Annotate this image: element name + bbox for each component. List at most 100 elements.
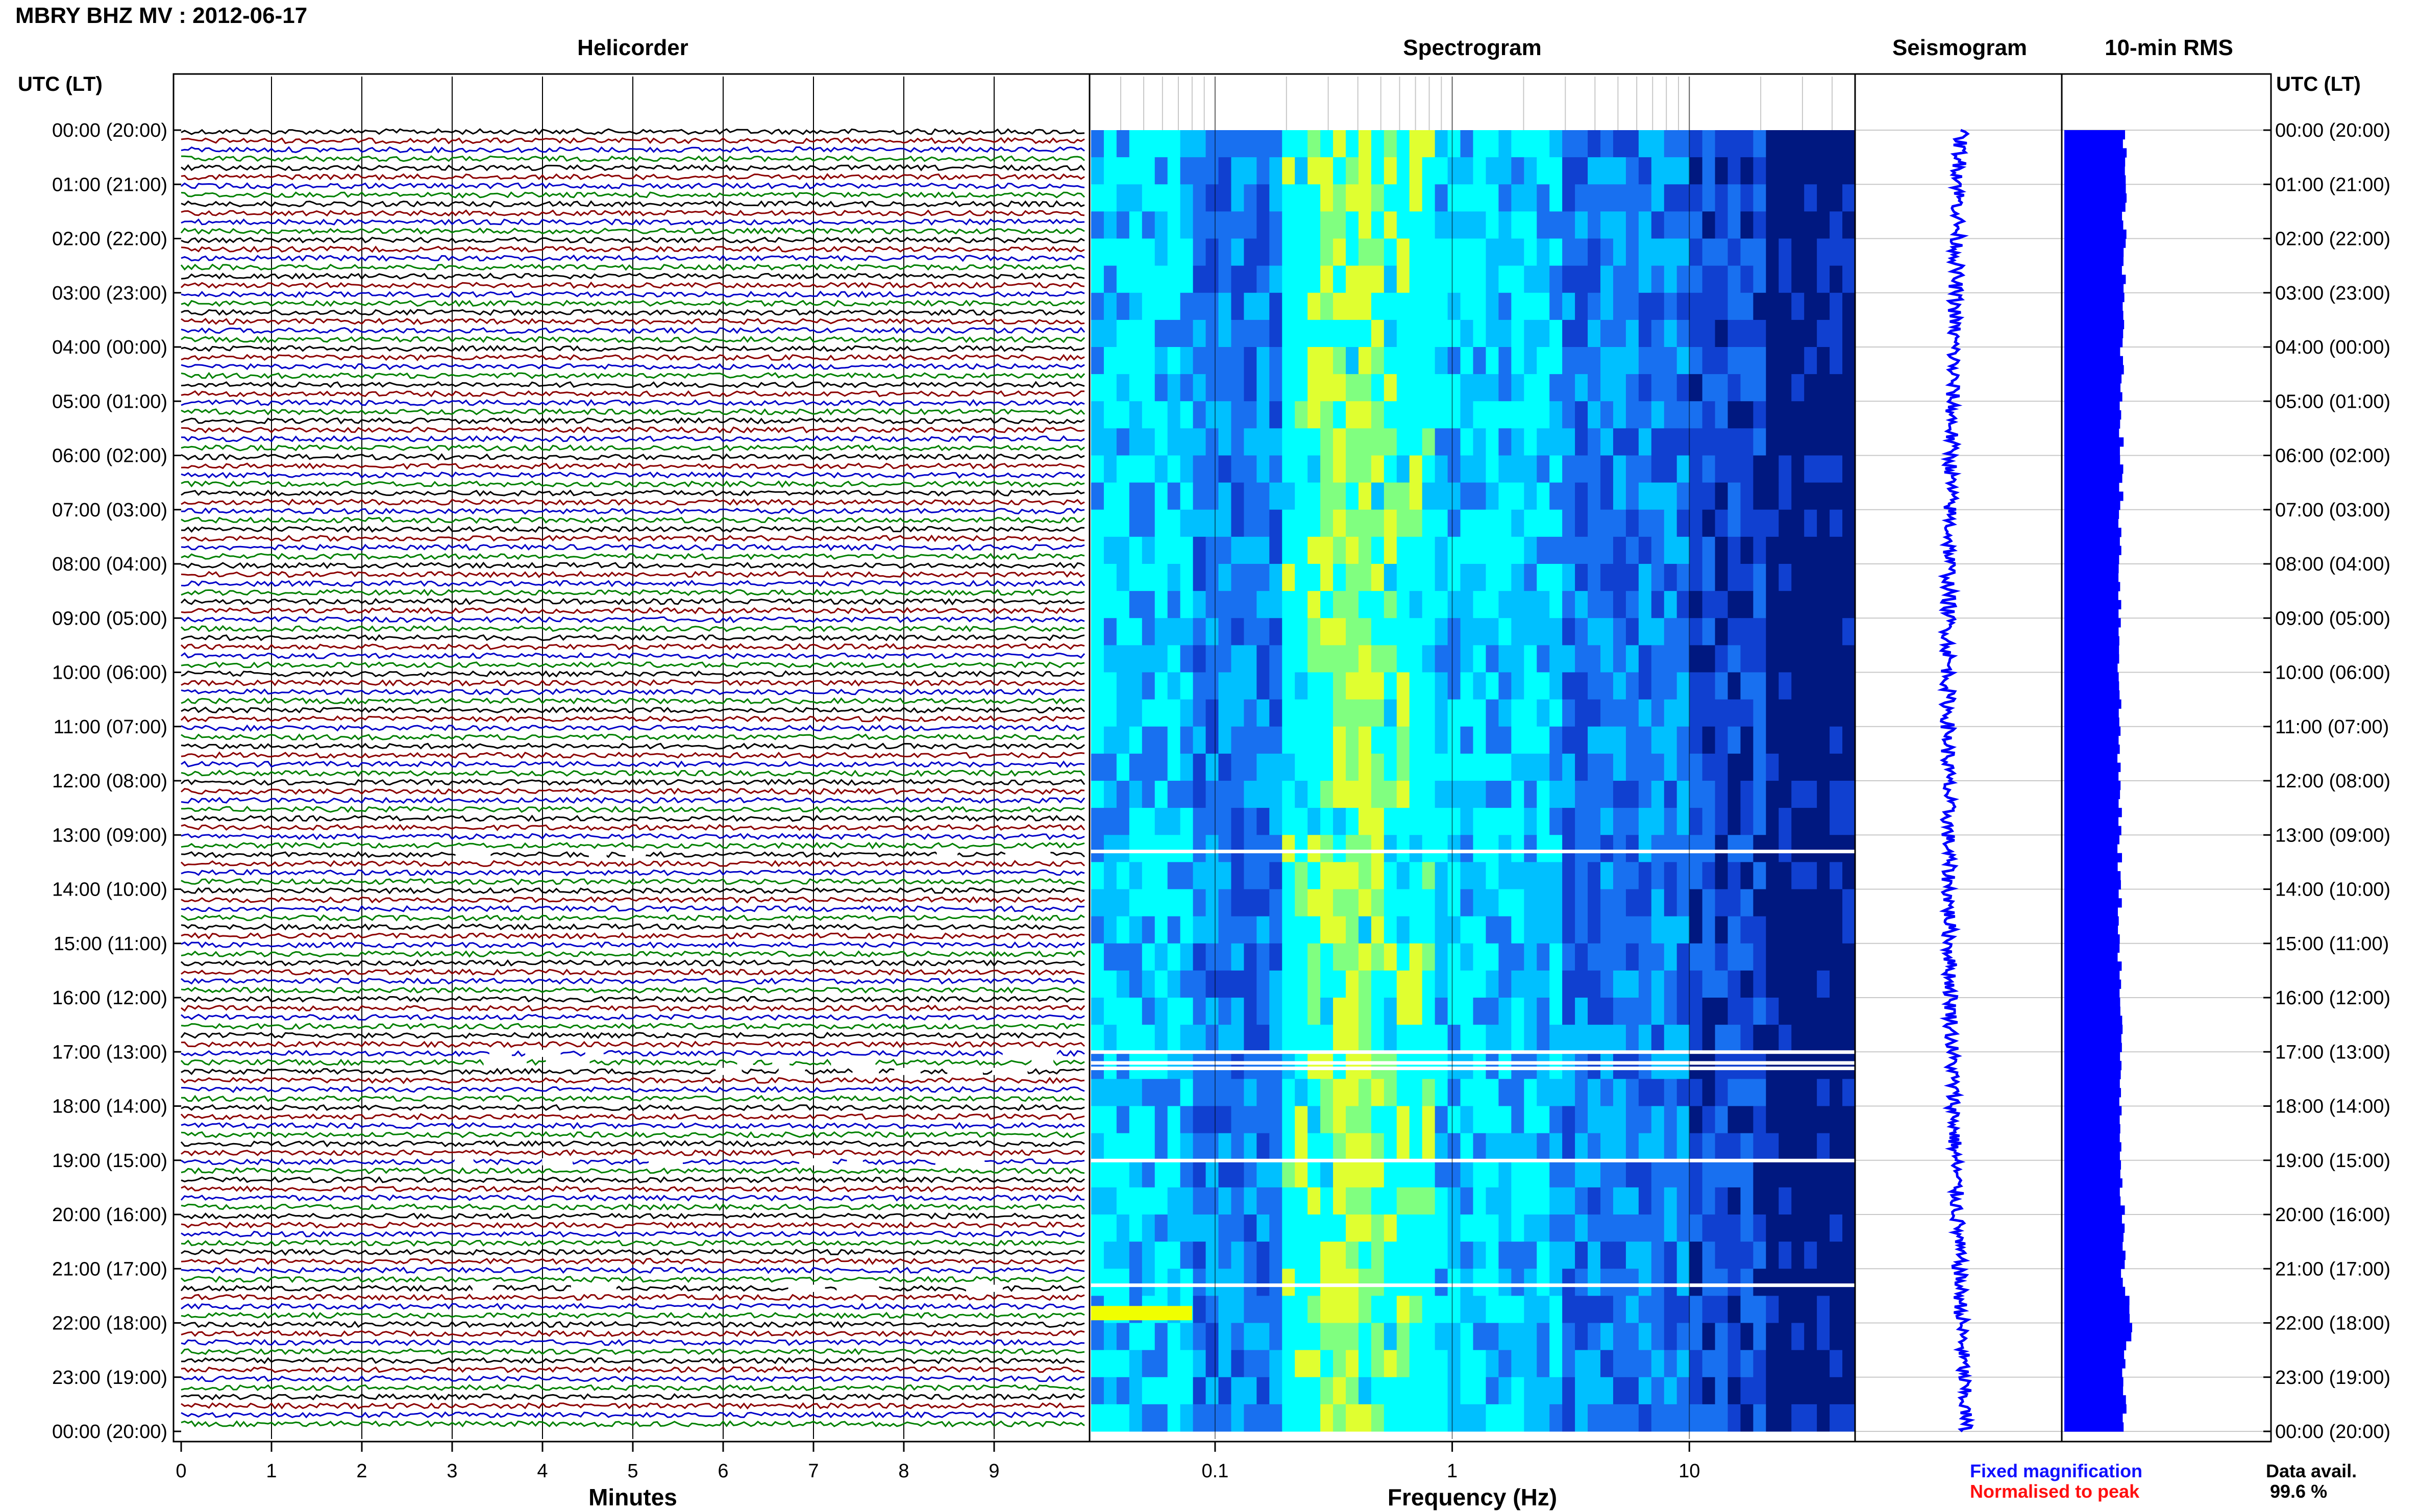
spectrogram-cell <box>1320 591 1334 618</box>
spectrogram-cell <box>1740 401 1754 429</box>
spectrogram-cell <box>1103 1187 1117 1215</box>
helicorder-trace <box>181 724 1085 732</box>
spectrogram-cell <box>1269 1187 1282 1215</box>
helicorder-trace <box>181 408 1085 416</box>
spectrogram-cell <box>1091 753 1104 781</box>
spectrogram-cell <box>1218 1160 1231 1188</box>
spectrogram-cell <box>1167 645 1181 673</box>
spectrogram-cell <box>1600 1350 1614 1378</box>
spectrogram-cell <box>1358 916 1372 944</box>
spectrogram-cell <box>1295 374 1308 402</box>
spectrogram-cell <box>1422 998 1436 1025</box>
spectrogram-cell <box>1830 564 1843 591</box>
spectrogram-cell <box>1460 130 1473 158</box>
spectrogram-cell <box>1727 781 1741 808</box>
helicorder-trace <box>181 344 1085 352</box>
time-label-right: 19:00 (15:00) <box>2275 1150 2390 1172</box>
spectrogram-cell <box>1231 564 1244 591</box>
rms-bar <box>2064 401 2120 411</box>
spectrogram-cell <box>1218 699 1231 727</box>
spectrogram-cell <box>1613 1214 1626 1242</box>
rms-bar <box>2064 184 2126 194</box>
spectrogram-cell <box>1562 1079 1575 1106</box>
helicorder-trace <box>181 607 1085 614</box>
spectrogram-cell <box>1702 536 1716 564</box>
spectrogram-cell <box>1588 1079 1601 1106</box>
spectrogram-cell <box>1116 1323 1130 1351</box>
time-label-left: 14:00 (10:00) <box>52 879 167 901</box>
spectrogram-cell <box>1282 1214 1295 1242</box>
spectrogram-cell <box>1154 916 1168 944</box>
spectrogram-cell <box>1103 509 1117 537</box>
spectrogram-cell <box>1384 726 1397 754</box>
spectrogram-cell <box>1103 726 1117 754</box>
spectrogram-cell <box>1358 509 1372 537</box>
spectrogram-cell <box>1676 265 1690 293</box>
spectrogram-cell <box>1651 1025 1665 1052</box>
spectrogram-cell <box>1511 645 1524 673</box>
spectrogram-cell <box>1129 347 1143 375</box>
spectrogram-cell <box>1600 835 1614 862</box>
spectrogram-cell <box>1129 998 1143 1025</box>
helicorder-data-gap <box>525 1050 547 1057</box>
time-label-right: 15:00 (11:00) <box>2275 933 2389 955</box>
spectrogram-cell <box>1638 889 1652 917</box>
spectrogram-cell <box>1702 1377 1716 1405</box>
spectrogram-cell <box>1766 374 1779 402</box>
spectrogram-cell <box>1333 970 1346 998</box>
spectrogram-cell <box>1638 1323 1652 1351</box>
spectrogram-cell <box>1613 428 1626 456</box>
spectrogram-cell <box>1460 428 1473 456</box>
spectrogram-cell <box>1269 428 1282 456</box>
spectrogram-cell <box>1231 916 1244 944</box>
spectrogram-cell <box>1727 862 1741 889</box>
spectrogram-cell <box>1779 509 1792 537</box>
spectrogram-cell <box>1205 211 1219 239</box>
spectrogram-cell <box>1460 265 1473 293</box>
spectrogram-cell <box>1588 184 1601 212</box>
spectrogram-cell <box>1129 428 1143 456</box>
spectrogram-cell <box>1295 1133 1308 1161</box>
spectrogram-cell <box>1727 1106 1741 1134</box>
spectrogram-cell <box>1779 916 1792 944</box>
spectrogram-cell <box>1664 1025 1677 1052</box>
helicorder-data-gap <box>992 1068 1028 1075</box>
spectrogram-cell <box>1282 808 1295 835</box>
spectrogram-cell <box>1702 645 1716 673</box>
spectrogram-cell <box>1791 808 1805 835</box>
rms-bar <box>2064 898 2122 908</box>
spectrogram-cell <box>1664 130 1677 158</box>
spectrogram-cell <box>1524 726 1537 754</box>
spectrogram-cell <box>1358 672 1372 700</box>
spectrogram-cell <box>1422 347 1436 375</box>
spectrogram-cell <box>1638 970 1652 998</box>
rms-plot <box>2062 130 2271 1432</box>
spectrogram-cell <box>1346 1025 1359 1052</box>
spectrogram-cell <box>1244 1323 1257 1351</box>
spectrogram-cell <box>1613 916 1626 944</box>
spectrogram-cell <box>1231 889 1244 917</box>
spectrogram-cell <box>1142 1269 1155 1296</box>
spectrogram-cell <box>1625 862 1639 889</box>
spectrogram-cell <box>1180 455 1194 483</box>
spectrogram-cell <box>1562 1404 1575 1432</box>
spectrogram-cell <box>1447 1106 1461 1134</box>
spectrogram-cell <box>1537 130 1550 158</box>
time-label-right: 20:00 (16:00) <box>2275 1204 2390 1226</box>
time-label-left: 08:00 (04:00) <box>52 554 167 575</box>
spectrogram-cell <box>1791 1079 1805 1106</box>
spectrogram-cell <box>1473 1350 1486 1378</box>
spectrogram-cell <box>1588 211 1601 239</box>
spectrogram-cell <box>1244 618 1257 646</box>
spectrogram-cell <box>1256 455 1270 483</box>
spectrogram-cell <box>1205 1269 1219 1296</box>
spectrogram-cell <box>1218 509 1231 537</box>
spectrogram-cell <box>1256 130 1270 158</box>
spectrogram-cell <box>1282 1187 1295 1215</box>
spectrogram-cell <box>1256 564 1270 591</box>
spectrogram-cell <box>1817 1269 1830 1296</box>
rms-bar <box>2064 1214 2122 1224</box>
spectrogram-cell <box>1766 184 1779 212</box>
spectrogram-cell <box>1129 374 1143 402</box>
spectrogram-cell <box>1307 753 1321 781</box>
